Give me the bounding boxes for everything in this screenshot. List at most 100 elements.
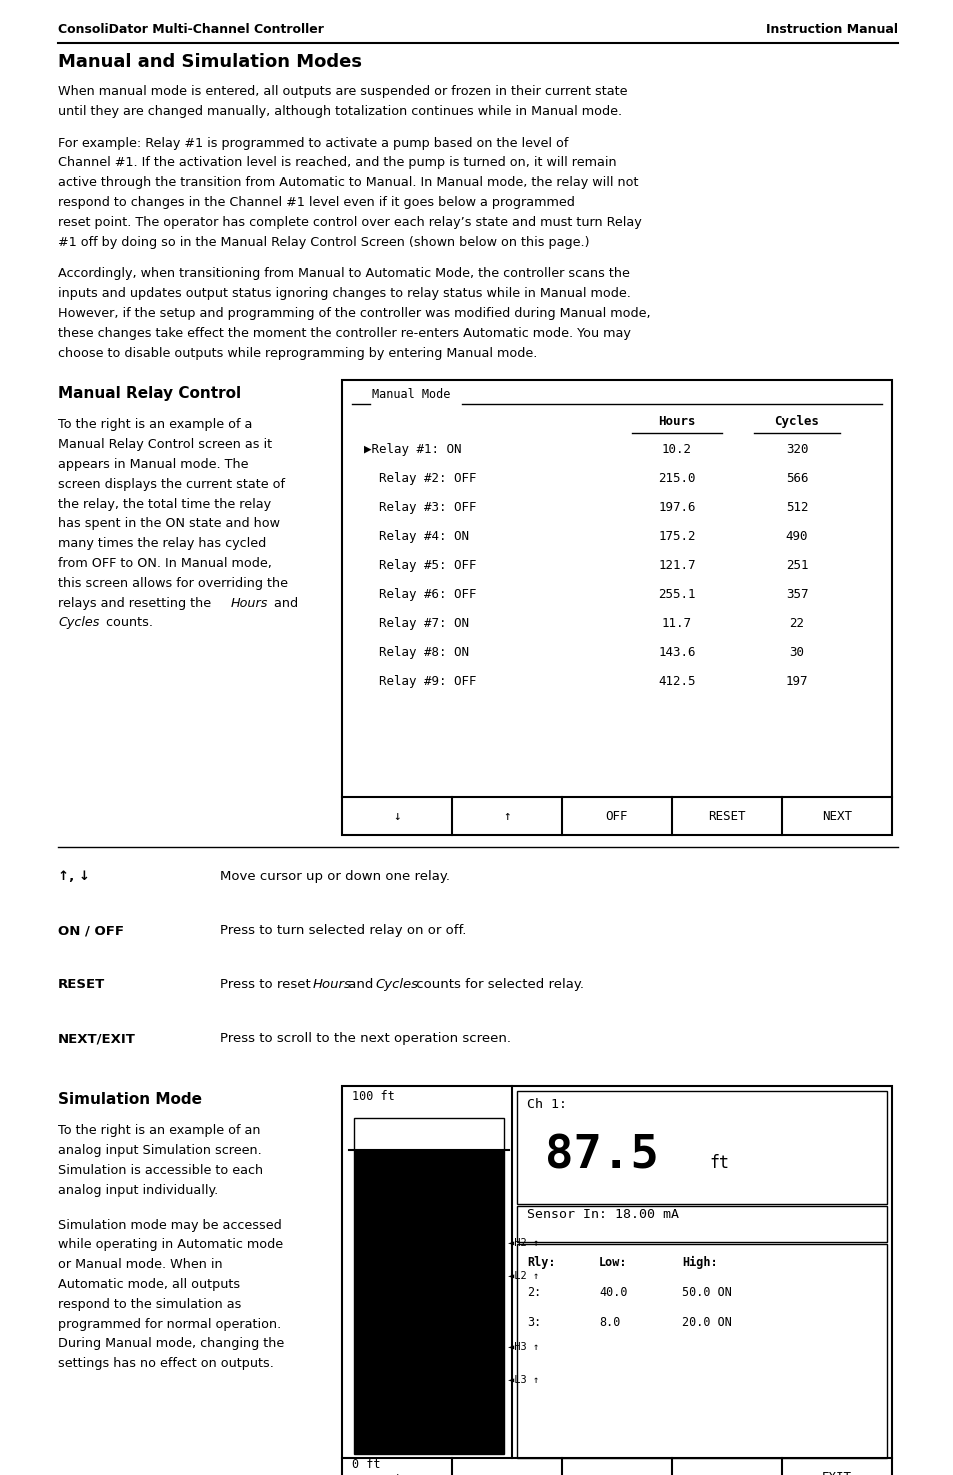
Text: To the right is an example of an: To the right is an example of an [58,1124,260,1137]
Text: Cycles: Cycles [58,617,99,630]
Text: +: + [393,1471,400,1475]
Text: 255.1: 255.1 [658,589,695,602]
Text: 50.0 ON: 50.0 ON [681,1286,731,1299]
Text: 357: 357 [785,589,807,602]
Text: Simulation is accessible to each: Simulation is accessible to each [58,1164,263,1177]
Text: these changes take effect the moment the controller re-enters Automatic mode. Yo: these changes take effect the moment the… [58,327,630,339]
Text: 45: 45 [468,1437,485,1450]
Text: ◄H3 ↑: ◄H3 ↑ [507,1342,538,1353]
Text: 87.5: 87.5 [544,1133,659,1179]
Bar [354,1118,503,1454]
Text: ↑, ↓: ↑, ↓ [58,870,90,884]
Text: analog input individually.: analog input individually. [58,1184,218,1196]
Text: inputs and updates output status ignoring changes to relay status while in Manua: inputs and updates output status ignorin… [58,288,630,301]
Text: 490: 490 [785,531,807,543]
Text: NEXT/EXIT: NEXT/EXIT [58,1032,135,1046]
Text: 512: 512 [785,502,807,515]
Text: OFF: OFF [605,810,628,823]
Text: For example: Relay #1 is programmed to activate a pump based on the level of: For example: Relay #1 is programmed to a… [58,137,568,149]
Bar [341,1087,891,1475]
Text: has spent in the ON state and how: has spent in the ON state and how [58,518,280,531]
Text: EXIT: EXIT [821,1471,851,1475]
Text: 197.6: 197.6 [658,502,695,515]
Text: NEXT: NEXT [821,810,851,823]
Text: respond to changes in the Channel #1 level even if it goes below a programmed: respond to changes in the Channel #1 lev… [58,196,575,209]
Text: Relay #7: ON: Relay #7: ON [364,618,469,630]
Text: screen displays the current state of: screen displays the current state of [58,478,285,491]
Text: or Manual mode. When in: or Manual mode. When in [58,1258,222,1271]
Text: ON / OFF: ON / OFF [58,925,124,938]
Text: 215.0: 215.0 [658,472,695,485]
Text: Low:: Low: [598,1257,627,1270]
Text: 412.5: 412.5 [658,676,695,689]
Text: the relay, the total time the relay: the relay, the total time the relay [58,497,271,510]
Text: appears in Manual mode. The: appears in Manual mode. The [58,459,248,471]
Text: ConsoliDator Multi-Channel Controller: ConsoliDator Multi-Channel Controller [58,24,323,35]
Text: Relay #4: ON: Relay #4: ON [364,531,469,543]
Text: counts.: counts. [102,617,152,630]
Text: reset point. The operator has complete control over each relay’s state and must : reset point. The operator has complete c… [58,215,641,229]
Text: respond to the simulation as: respond to the simulation as [58,1298,241,1311]
Text: Relay #8: ON: Relay #8: ON [364,646,469,659]
Text: Rly:: Rly: [526,1257,555,1270]
Text: Relay #2: OFF: Relay #2: OFF [364,472,476,485]
Text: 20.0 ON: 20.0 ON [681,1316,731,1329]
Text: Press to scroll to the next operation screen.: Press to scroll to the next operation sc… [220,1032,511,1046]
Text: active through the transition from Automatic to Manual. In Manual mode, the rela: active through the transition from Autom… [58,176,638,189]
Text: Hours: Hours [658,416,695,428]
Text: 3:: 3: [526,1316,540,1329]
Text: 0 ft: 0 ft [352,1459,380,1472]
Text: Accordingly, when transitioning from Manual to Automatic Mode, the controller sc: Accordingly, when transitioning from Man… [58,267,629,280]
Text: 143.6: 143.6 [658,646,695,659]
Text: 251: 251 [785,559,807,572]
Text: Press to reset: Press to reset [220,978,314,991]
Text: this screen allows for overriding the: this screen allows for overriding the [58,577,288,590]
Text: Cycles: Cycles [375,978,417,991]
Text: from OFF to ON. In Manual mode,: from OFF to ON. In Manual mode, [58,558,272,569]
Bar [517,1207,886,1242]
Text: 40.0: 40.0 [598,1286,627,1299]
Text: Instruction Manual: Instruction Manual [765,24,897,35]
Text: -: - [503,1471,510,1475]
Text: Relay #5: OFF: Relay #5: OFF [364,559,476,572]
Bar [354,1150,503,1454]
Text: Automatic mode, all outputs: Automatic mode, all outputs [58,1277,240,1291]
Text: 320: 320 [785,444,807,456]
Text: Sensor In: 18.00 mA: Sensor In: 18.00 mA [526,1208,679,1221]
Text: ↓: ↓ [393,810,400,823]
Text: ◄H2 ↑: ◄H2 ↑ [507,1238,538,1248]
Text: and: and [344,978,377,991]
Text: settings has no effect on outputs.: settings has no effect on outputs. [58,1357,274,1370]
Text: 197: 197 [785,676,807,689]
Text: RESET: RESET [58,978,105,991]
Bar [517,1245,886,1459]
Text: programmed for normal operation.: programmed for normal operation. [58,1317,281,1330]
Text: Relay #3: OFF: Relay #3: OFF [364,502,476,515]
Text: 566: 566 [785,472,807,485]
Text: Manual Mode: Manual Mode [372,388,450,401]
Text: Relay #6: OFF: Relay #6: OFF [364,589,476,602]
Text: Hours: Hours [231,596,268,609]
Text: 22: 22 [789,618,803,630]
Text: choose to disable outputs while reprogramming by entering Manual mode.: choose to disable outputs while reprogra… [58,347,537,360]
Text: Manual Relay Control: Manual Relay Control [58,386,241,401]
Text: until they are changed manually, although totalization continues while in Manual: until they are changed manually, althoug… [58,105,621,118]
Text: relays and resetting the: relays and resetting the [58,596,214,609]
Text: and: and [270,596,297,609]
Text: many times the relay has cycled: many times the relay has cycled [58,537,266,550]
Text: 100 ft: 100 ft [352,1090,395,1103]
Text: 10.2: 10.2 [661,444,691,456]
Text: ft: ft [708,1155,728,1173]
Text: Press to turn selected relay on or off.: Press to turn selected relay on or off. [220,925,466,938]
Text: However, if the setup and programming of the controller was modified during Manu: However, if the setup and programming of… [58,307,650,320]
Text: Simulation Mode: Simulation Mode [58,1093,202,1108]
Text: 11.7: 11.7 [661,618,691,630]
Bar [517,1092,886,1205]
Text: 30: 30 [789,646,803,659]
Text: ◄L3 ↑: ◄L3 ↑ [507,1376,538,1385]
Text: Move cursor up or down one relay.: Move cursor up or down one relay. [220,870,450,884]
Text: When manual mode is entered, all outputs are suspended or frozen in their curren: When manual mode is entered, all outputs… [58,86,627,97]
Text: counts for selected relay.: counts for selected relay. [412,978,583,991]
Text: Cycles: Cycles [774,416,819,428]
Text: 8.0: 8.0 [598,1316,619,1329]
